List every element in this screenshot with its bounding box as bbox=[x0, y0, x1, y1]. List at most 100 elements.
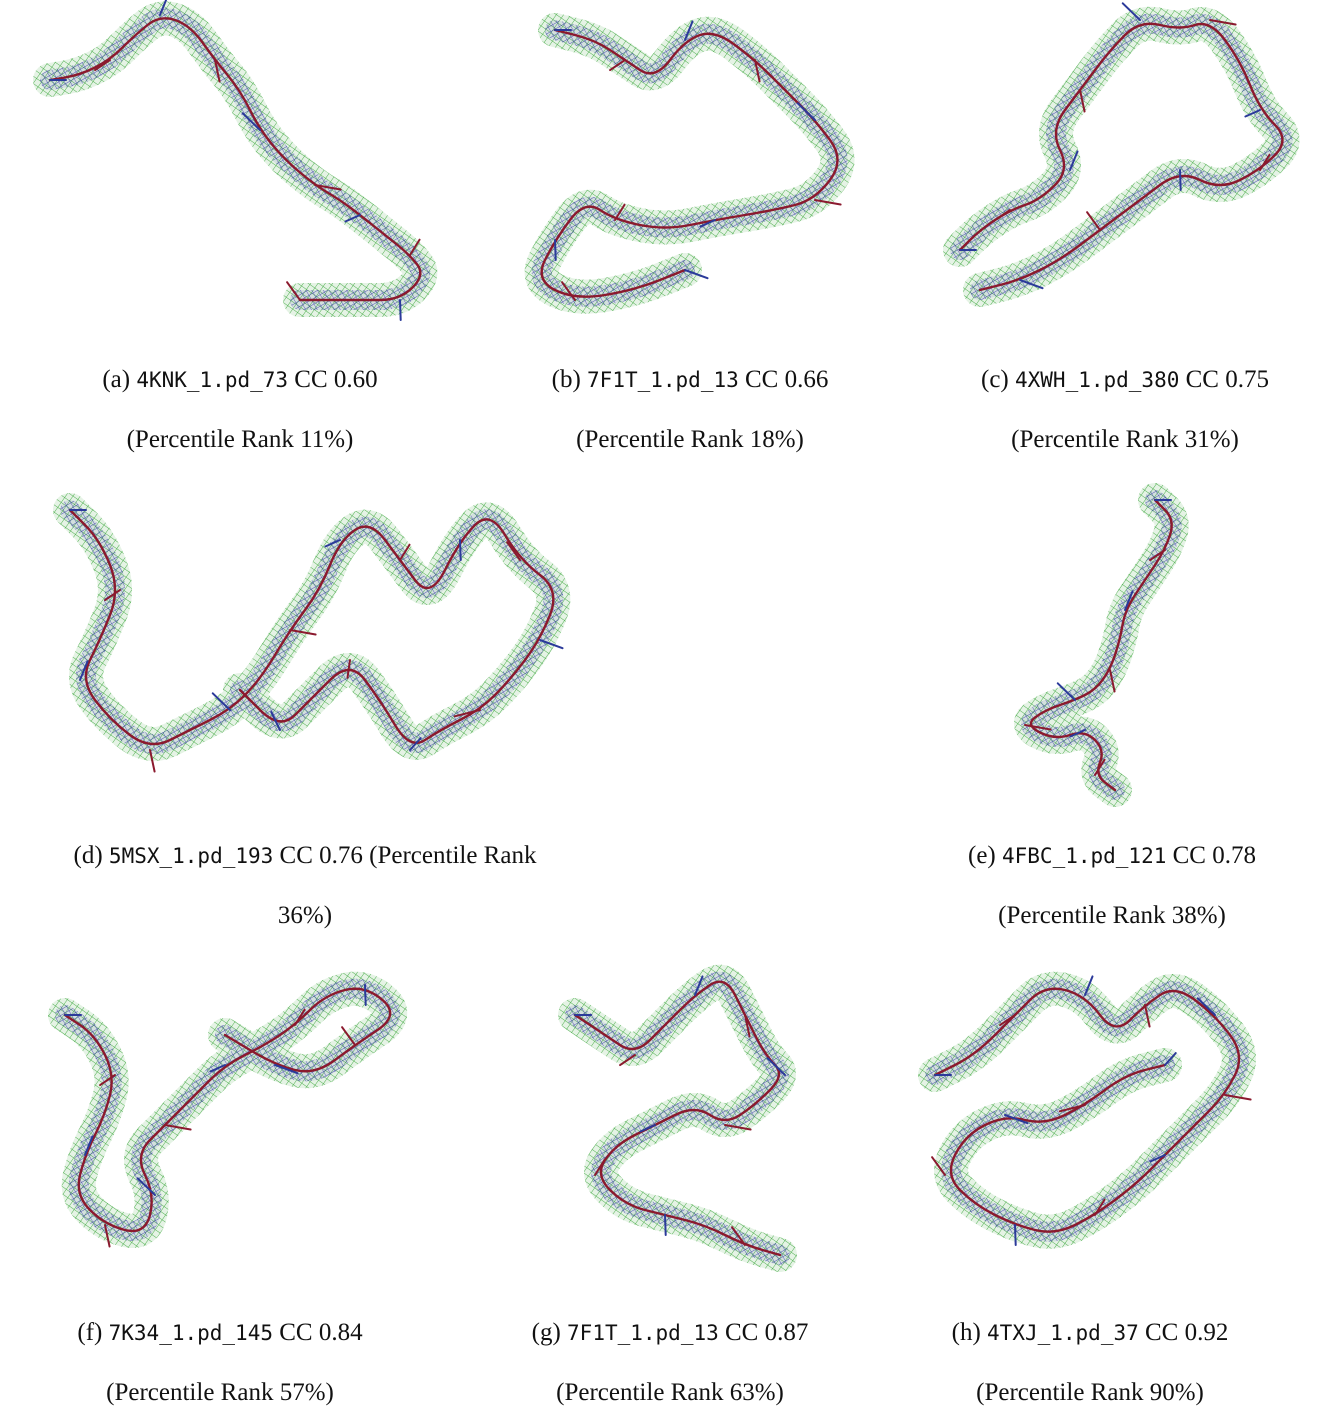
side-chain-bond bbox=[1224, 1094, 1252, 1101]
side-chain-bond bbox=[94, 59, 111, 72]
side-chain-bond bbox=[209, 1064, 226, 1073]
caption-g: (g) 7F1T_1.pd_13 CC 0.87 (Percentile Ran… bbox=[531, 1319, 809, 1406]
side-chain-bond bbox=[270, 711, 281, 731]
side-chain-bond bbox=[79, 660, 89, 681]
caption-c: (c) 4XWH_1.pd_380 CC 0.75 (Percentile Ra… bbox=[981, 366, 1269, 453]
side-chain-bond bbox=[699, 219, 716, 228]
side-chain-bond bbox=[459, 539, 462, 561]
side-chain-bond bbox=[754, 59, 761, 83]
side-chain-bond bbox=[609, 59, 626, 72]
side-chain-bond bbox=[164, 1124, 192, 1131]
density-mesh-green-tint bbox=[524, 13, 855, 314]
side-chain-bond bbox=[289, 629, 317, 636]
side-chain-bond bbox=[1196, 997, 1216, 1016]
side-chain-bond bbox=[104, 589, 121, 602]
backbone-trace bbox=[540, 28, 839, 298]
backbone-trace bbox=[48, 17, 422, 302]
side-chain-bond bbox=[1209, 19, 1237, 26]
panel-g-image bbox=[545, 955, 800, 1285]
density-map-figure bbox=[943, 2, 1300, 307]
side-chain-bond bbox=[286, 281, 301, 301]
side-chain-bond bbox=[766, 1057, 786, 1076]
side-chain-bond bbox=[211, 692, 231, 711]
side-chain-bond bbox=[1144, 1004, 1151, 1028]
side-chain-bond bbox=[399, 299, 402, 321]
side-chain-bond bbox=[136, 1177, 156, 1196]
backbone-trace bbox=[573, 980, 782, 1257]
side-chain-bond bbox=[1244, 109, 1261, 118]
density-map-figure bbox=[1014, 483, 1189, 807]
side-chain-bond bbox=[364, 984, 367, 1006]
side-chain-bond bbox=[999, 1014, 1016, 1027]
side-chain-bond bbox=[1121, 2, 1141, 21]
side-chain-bond bbox=[1079, 89, 1086, 113]
side-chain-bond bbox=[1086, 211, 1101, 231]
side-chain-bond bbox=[744, 1014, 751, 1038]
side-chain-bond bbox=[453, 709, 481, 718]
caption-b: (b) 7F1T_1.pd_13 CC 0.66 (Percentile Ran… bbox=[551, 366, 829, 453]
density-map-figure bbox=[918, 971, 1256, 1249]
density-map-figure bbox=[48, 971, 407, 1248]
caption-e: (e) 4FBC_1.pd_121 CC 0.78 (Percentile Ra… bbox=[968, 842, 1256, 929]
density-map-figure bbox=[33, 0, 438, 321]
side-chain-bond bbox=[506, 541, 521, 561]
side-chain-bond bbox=[1069, 150, 1079, 171]
side-chain-bond bbox=[84, 1135, 94, 1156]
caption-d: (d) 5MSX_1.pd_193 CC 0.76 (Percentile Ra… bbox=[73, 842, 537, 929]
side-chain-bond bbox=[1149, 549, 1166, 562]
side-chain-bond bbox=[694, 975, 704, 996]
side-chain-bond bbox=[1069, 729, 1086, 738]
panel-f-image bbox=[25, 955, 415, 1265]
panel-d-image bbox=[40, 480, 580, 780]
side-chain-bond bbox=[1056, 682, 1076, 701]
panel-e-image bbox=[1005, 480, 1215, 807]
side-chain-bond bbox=[1124, 590, 1134, 611]
side-chain-bond bbox=[409, 737, 422, 751]
caption-f: (f) 7K34_1.pd_145 CC 0.84 (Percentile Ra… bbox=[77, 1319, 363, 1406]
side-chain-bond bbox=[241, 112, 261, 131]
side-chain-bond bbox=[594, 1158, 606, 1176]
side-chain-bond bbox=[409, 238, 421, 256]
side-chain-bond bbox=[619, 1054, 636, 1067]
side-chain-bond bbox=[159, 0, 168, 16]
side-chain-bond bbox=[724, 1124, 752, 1131]
side-chain-bond bbox=[294, 1008, 306, 1026]
caption-a: (a) 4KNK_1.pd_73 CC 0.60 (Percentile Ran… bbox=[102, 366, 378, 453]
side-chain-bond bbox=[1259, 153, 1271, 171]
side-chain-bond bbox=[341, 1026, 356, 1046]
side-chain-bond bbox=[274, 1064, 299, 1075]
panel-a-image bbox=[33, 0, 440, 330]
side-chain-bond bbox=[214, 59, 221, 83]
side-chain-bond bbox=[104, 1224, 111, 1248]
side-chain-bond bbox=[1019, 279, 1044, 290]
side-chain-bond bbox=[796, 102, 816, 121]
side-chain-bond bbox=[931, 1156, 946, 1176]
side-chain-bond bbox=[149, 749, 156, 773]
panel-h-image bbox=[915, 955, 1260, 1265]
side-chain-bond bbox=[399, 543, 411, 561]
caption-h: (h) 4TXJ_1.pd_37 CC 0.92 (Percentile Ran… bbox=[951, 1319, 1229, 1406]
side-chain-bond bbox=[1024, 724, 1052, 731]
backbone-trace bbox=[63, 987, 392, 1233]
side-chain-bond bbox=[1179, 169, 1182, 191]
backbone-trace bbox=[958, 22, 1284, 292]
side-chain-bond bbox=[99, 1074, 116, 1087]
backbone-trace bbox=[933, 987, 1241, 1233]
side-chain-bond bbox=[684, 269, 709, 280]
side-chain-bond bbox=[684, 20, 694, 41]
side-chain-bond bbox=[1004, 1114, 1029, 1125]
side-chain-bond bbox=[614, 203, 626, 221]
side-chain-bond bbox=[994, 209, 1011, 222]
side-chain-bond bbox=[561, 281, 576, 301]
side-chain-bond bbox=[346, 659, 351, 679]
side-chain-bond bbox=[344, 214, 361, 223]
side-chain-bond bbox=[1109, 669, 1116, 693]
side-chain-bond bbox=[554, 239, 557, 261]
density-map-figure bbox=[558, 964, 797, 1272]
side-chain-bond bbox=[1084, 975, 1094, 996]
density-map-figure bbox=[53, 493, 571, 773]
side-chain-bond bbox=[1058, 1104, 1086, 1113]
side-chain-bond bbox=[539, 639, 564, 650]
side-chain-bond bbox=[639, 1124, 656, 1133]
side-chain-bond bbox=[1014, 1224, 1017, 1246]
